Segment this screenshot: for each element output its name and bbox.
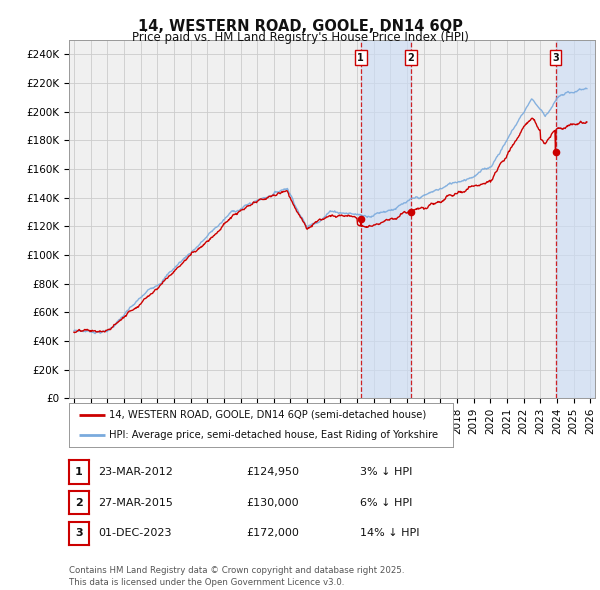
Text: 1: 1 [75,467,83,477]
Text: 3: 3 [75,529,83,538]
Text: Price paid vs. HM Land Registry's House Price Index (HPI): Price paid vs. HM Land Registry's House … [131,31,469,44]
Text: 27-MAR-2015: 27-MAR-2015 [98,498,173,507]
Text: 3% ↓ HPI: 3% ↓ HPI [360,467,412,477]
Text: 14% ↓ HPI: 14% ↓ HPI [360,529,419,538]
Text: Contains HM Land Registry data © Crown copyright and database right 2025.
This d: Contains HM Land Registry data © Crown c… [69,566,404,587]
Text: 2: 2 [75,498,83,507]
Text: 23-MAR-2012: 23-MAR-2012 [98,467,173,477]
Text: HPI: Average price, semi-detached house, East Riding of Yorkshire: HPI: Average price, semi-detached house,… [109,430,439,440]
Text: £172,000: £172,000 [246,529,299,538]
Text: 2: 2 [407,53,414,63]
Bar [556,40,595,398]
Text: 14, WESTERN ROAD, GOOLE, DN14 6QP (semi-detached house): 14, WESTERN ROAD, GOOLE, DN14 6QP (semi-… [109,410,427,419]
Text: 01-DEC-2023: 01-DEC-2023 [98,529,172,538]
Text: £130,000: £130,000 [246,498,299,507]
Text: 3: 3 [552,53,559,63]
Text: 1: 1 [358,53,364,63]
Bar [361,40,410,398]
Text: 6% ↓ HPI: 6% ↓ HPI [360,498,412,507]
Text: 14, WESTERN ROAD, GOOLE, DN14 6QP: 14, WESTERN ROAD, GOOLE, DN14 6QP [137,19,463,34]
Text: £124,950: £124,950 [246,467,299,477]
